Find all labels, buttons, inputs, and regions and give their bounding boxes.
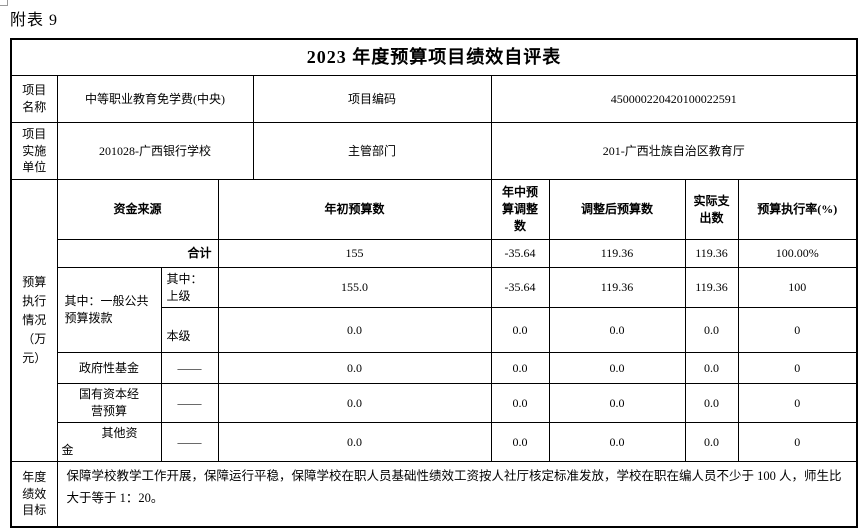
competent-department-value: 201-广西壮族自治区教育厅 [490, 122, 858, 180]
state-capital-actual-expenditure: 0.0 [684, 383, 739, 423]
table-row-implementing-unit: 项目 实施 单位 201028-广西银行学校 主管部门 201-广西壮族自治区教… [10, 122, 858, 180]
state-capital-label: 国有资本经 营预算 [56, 383, 162, 423]
project-code-label: 项目编码 [252, 75, 492, 123]
total-label: 合计 [56, 239, 219, 268]
col-header-adjusted-budget: 调整后预算数 [548, 179, 686, 240]
state-capital-dash: —— [160, 383, 219, 423]
table-row-general-budget-local: 本级 0.0 0.0 0.0 0.0 0 [11, 307, 858, 353]
table-row-general-budget-upper: 其中：一般公共 预算拨款 其中： 上级 155.0 -35.64 119.36 … [11, 267, 858, 353]
government-fund-execution-rate: 0 [737, 352, 858, 384]
upper-initial-budget: 155.0 [217, 267, 492, 308]
col-header-initial-budget: 年初预算数 [217, 179, 492, 240]
state-capital-adjusted-budget: 0.0 [548, 383, 686, 423]
total-actual-expenditure: 119.36 [684, 239, 739, 268]
competent-department-label: 主管部门 [252, 122, 492, 180]
other-funds-adjusted-budget: 0.0 [548, 422, 686, 462]
project-name-label: 项目 名称 [10, 75, 58, 123]
government-fund-initial-budget: 0.0 [217, 352, 492, 384]
col-header-actual-expenditure: 实际支 出数 [684, 179, 739, 240]
state-capital-execution-rate: 0 [737, 383, 858, 423]
government-fund-adjusted-budget: 0.0 [548, 352, 686, 384]
table-row-project-name: 项目 名称 中等职业教育免学费(中央) 项目编码 450000220420100… [10, 75, 858, 123]
implementing-unit-value: 201028-广西银行学校 [56, 122, 254, 180]
corner-artifact [0, 0, 8, 6]
upper-execution-rate: 100 [737, 267, 858, 308]
other-funds-actual-expenditure: 0.0 [684, 422, 739, 462]
annual-goal-text: 保障学校教学工作开展，保障运行平稳，保障学校在职人员基础性绩效工资按人社厅核定标… [56, 461, 858, 528]
total-execution-rate: 100.00% [737, 239, 858, 268]
other-funds-initial-budget: 0.0 [217, 422, 492, 462]
government-fund-actual-expenditure: 0.0 [684, 352, 739, 384]
col-header-funding-source: 资金来源 [56, 179, 219, 240]
local-initial-budget: 0.0 [217, 307, 492, 353]
state-capital-initial-budget: 0.0 [217, 383, 492, 423]
page-title: 附表 9 [10, 12, 59, 29]
total-adjusted-budget: 119.36 [548, 239, 686, 268]
local-mid-year-adjustment: 0.0 [490, 307, 550, 353]
project-name-value: 中等职业教育免学费(中央) [56, 75, 254, 123]
local-adjusted-budget: 0.0 [548, 307, 686, 353]
upper-adjusted-budget: 119.36 [548, 267, 686, 308]
upper-mid-year-adjustment: -35.64 [490, 267, 550, 308]
government-fund-dash: —— [160, 352, 219, 384]
implementing-unit-label: 项目 实施 单位 [10, 122, 58, 180]
general-public-budget-label: 其中：一般公共 预算拨款 [56, 267, 162, 353]
other-funds-mid-year-adjustment: 0.0 [490, 422, 550, 462]
total-mid-year-adjustment: -35.64 [490, 239, 550, 268]
col-header-execution-rate: 预算执行率(%) [737, 179, 858, 240]
table-title: 2023 年度预算项目绩效自评表 [10, 38, 858, 76]
upper-actual-expenditure: 119.36 [684, 267, 739, 308]
table-row-other-funds: 其他资 金 —— 0.0 0.0 0.0 0.0 0 [11, 422, 858, 462]
other-funds-dash: —— [160, 422, 219, 462]
government-fund-mid-year-adjustment: 0.0 [490, 352, 550, 384]
upper-level-label: 其中： 上级 [160, 267, 219, 308]
col-header-mid-year-adjustment: 年中预 算调整 数 [490, 179, 550, 240]
total-initial-budget: 155 [217, 239, 492, 268]
budget-section-label: 预算 执行 情况 （万 元） [10, 179, 58, 462]
annual-goal-label: 年度 绩效 目标 [10, 461, 58, 528]
government-fund-label: 政府性基金 [56, 352, 162, 384]
other-funds-execution-rate: 0 [737, 422, 858, 462]
local-execution-rate: 0 [737, 307, 858, 353]
budget-performance-table: 2023 年度预算项目绩效自评表 项目 名称 中等职业教育免学费(中央) 项目编… [10, 38, 859, 528]
table-row-state-capital: 国有资本经 营预算 —— 0.0 0.0 0.0 0.0 0 [11, 383, 858, 423]
table-row-title: 2023 年度预算项目绩效自评表 [10, 38, 858, 76]
table-row-budget-header: 预算 执行 情况 （万 元） 资金来源 年初预算数 年中预 算调整 数 调整后预… [10, 179, 858, 462]
other-funds-label: 其他资 金 [56, 422, 162, 462]
local-level-label: 本级 [160, 307, 219, 353]
table-row-annual-goal: 年度 绩效 目标 保障学校教学工作开展，保障运行平稳，保障学校在职人员基础性绩效… [10, 461, 858, 528]
table-row-total: 合计 155 -35.64 119.36 119.36 100.00% [11, 239, 858, 268]
table-row-government-fund: 政府性基金 —— 0.0 0.0 0.0 0.0 0 [11, 352, 858, 384]
project-code-value: 450000220420100022591 [490, 75, 858, 123]
state-capital-mid-year-adjustment: 0.0 [490, 383, 550, 423]
local-actual-expenditure: 0.0 [684, 307, 739, 353]
